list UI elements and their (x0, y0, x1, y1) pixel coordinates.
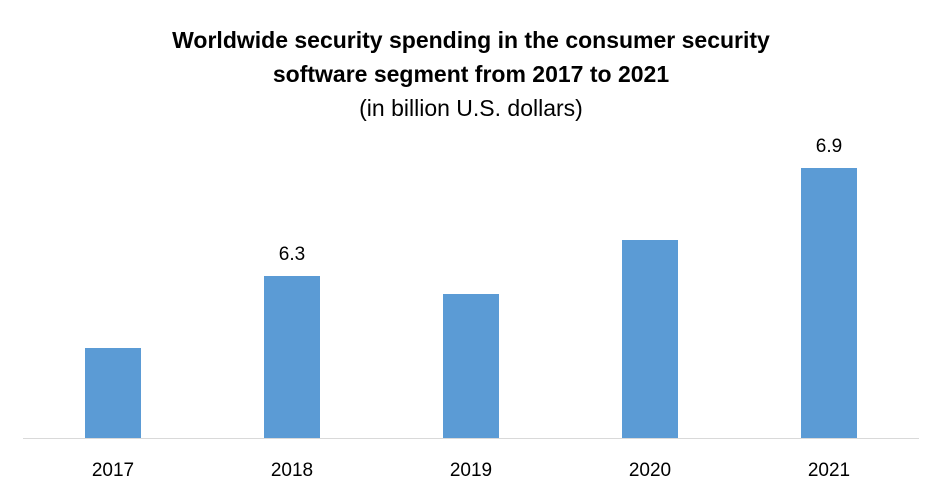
x-tick-label: 2021 (808, 460, 850, 481)
x-tick-label: 2020 (629, 460, 671, 481)
x-tick-label: 2019 (450, 460, 492, 481)
bar-2017 (85, 348, 141, 438)
bar-2019 (443, 294, 499, 438)
data-label: 6.3 (279, 244, 305, 265)
x-tick-label: 2018 (271, 460, 313, 481)
chart-subtitle: (in billion U.S. dollars) (359, 95, 583, 121)
bar-2020 (622, 240, 678, 438)
chart-title-line-2: software segment from 2017 to 2021 (272, 61, 670, 87)
x-tick-label: 2017 (92, 460, 134, 481)
bar-2018 (264, 276, 320, 438)
chart-title-line-1: Worldwide security spending in the consu… (172, 27, 770, 53)
bar-2021 (801, 168, 857, 438)
data-label: 6.9 (816, 136, 842, 157)
